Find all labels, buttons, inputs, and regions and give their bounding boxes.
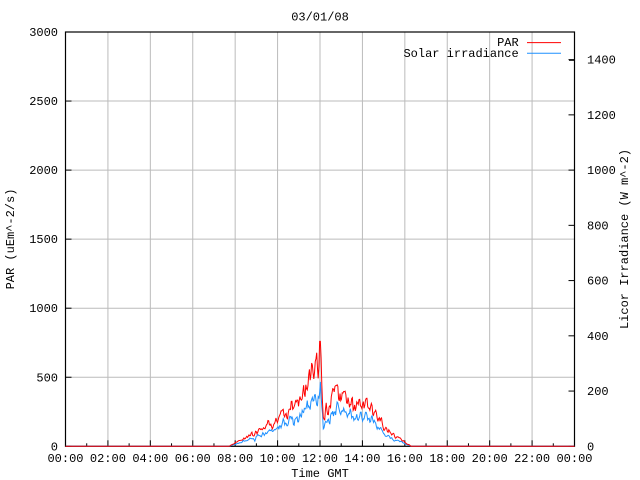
svg-text:Solar irradiance: Solar irradiance: [403, 47, 518, 61]
svg-text:0: 0: [51, 440, 58, 454]
svg-text:3000: 3000: [29, 26, 58, 40]
svg-text:400: 400: [587, 330, 609, 344]
svg-text:1400: 1400: [587, 54, 616, 68]
svg-text:02:00: 02:00: [90, 452, 126, 466]
svg-text:06:00: 06:00: [175, 452, 211, 466]
svg-text:1500: 1500: [29, 233, 58, 247]
svg-text:600: 600: [587, 275, 609, 289]
svg-text:PAR (uEm^-2/s): PAR (uEm^-2/s): [4, 189, 18, 290]
svg-text:1200: 1200: [587, 109, 616, 123]
svg-text:10:00: 10:00: [260, 452, 296, 466]
svg-text:800: 800: [587, 219, 609, 233]
svg-text:03/01/08: 03/01/08: [291, 11, 349, 25]
svg-text:12:00: 12:00: [302, 452, 338, 466]
svg-text:08:00: 08:00: [217, 452, 253, 466]
svg-text:22:00: 22:00: [514, 452, 550, 466]
svg-text:0: 0: [587, 440, 594, 454]
svg-text:500: 500: [36, 371, 58, 385]
svg-text:04:00: 04:00: [132, 452, 168, 466]
svg-text:200: 200: [587, 385, 609, 399]
svg-text:20:00: 20:00: [472, 452, 508, 466]
svg-text:16:00: 16:00: [387, 452, 423, 466]
svg-text:14:00: 14:00: [344, 452, 380, 466]
svg-text:18:00: 18:00: [429, 452, 465, 466]
svg-text:2000: 2000: [29, 164, 58, 178]
svg-text:2500: 2500: [29, 95, 58, 109]
svg-text:Licor Irradiance (W m^-2): Licor Irradiance (W m^-2): [618, 149, 632, 329]
svg-text:1000: 1000: [587, 164, 616, 178]
svg-text:Time GMT: Time GMT: [291, 467, 349, 480]
svg-text:1000: 1000: [29, 302, 58, 316]
